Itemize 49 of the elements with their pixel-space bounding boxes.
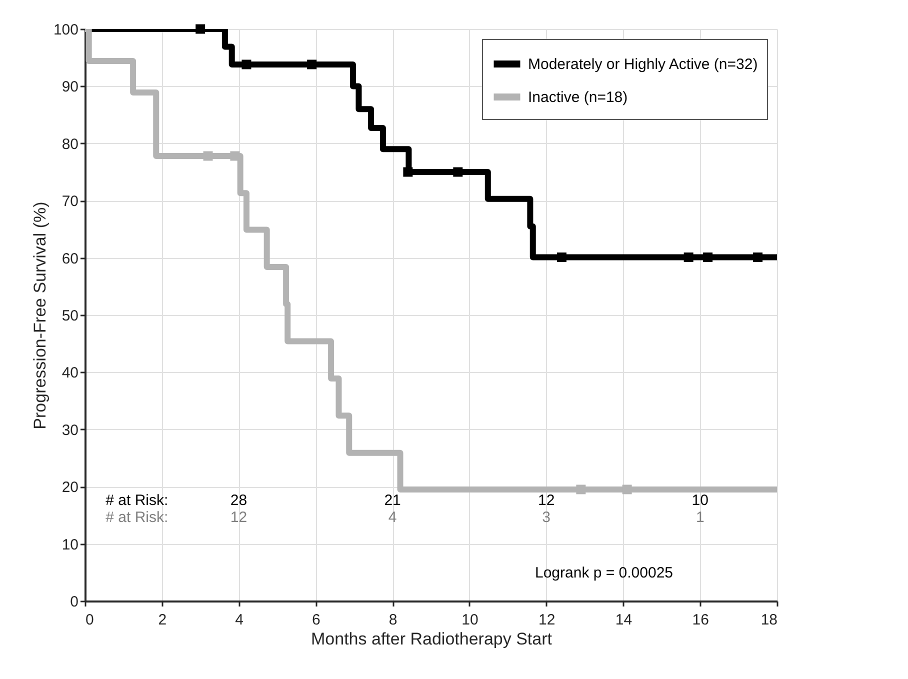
y-tick-label: 90: [62, 78, 78, 96]
x-tick-label: 4: [235, 612, 244, 628]
x-axis-title: Months after Radiotherapy Start: [311, 630, 552, 648]
annotation: 12: [538, 492, 555, 509]
legend-label: Moderately or Highly Active (n=32): [528, 56, 758, 73]
point: [576, 484, 586, 494]
annotation: 10: [692, 492, 708, 509]
x-tick-label: 6: [312, 612, 320, 628]
x-tick-label: 10: [462, 612, 478, 628]
point: [556, 252, 566, 262]
x-tick-label: 0: [86, 612, 94, 628]
annotation: 12: [230, 508, 248, 526]
y-tick-label: 60: [62, 250, 78, 268]
annotation: 1: [696, 508, 704, 526]
x-tick-label: 14: [615, 612, 632, 628]
y-axis-title: Progression-Free Survival (%): [30, 202, 50, 430]
y-tick-label: 70: [62, 193, 78, 210]
y-tick-label: 80: [62, 136, 78, 153]
legend-label: Inactive (n=18): [528, 89, 628, 106]
y-tick-label: 20: [62, 479, 78, 496]
point: [203, 151, 213, 161]
annotation: 4: [388, 508, 397, 526]
y-tick-label: 50: [62, 308, 78, 324]
point: [230, 151, 240, 161]
point: [242, 60, 252, 70]
annotation: 28: [230, 492, 248, 509]
point: [453, 167, 463, 177]
x-tick-label: 8: [388, 612, 398, 628]
annotation: 21: [384, 492, 401, 509]
point: [703, 252, 713, 262]
point: [753, 252, 763, 262]
point: [196, 24, 206, 34]
x-tick-label: 18: [760, 612, 778, 628]
annotation: 3: [542, 508, 551, 526]
y-tick-label: 40: [62, 364, 78, 382]
annotation: # at Risk:: [106, 508, 168, 526]
x-tick-label: 16: [692, 612, 709, 628]
x-tick-label: 12: [538, 612, 556, 628]
point: [622, 484, 632, 494]
x-tick-label: 2: [158, 612, 167, 628]
point: [684, 252, 694, 262]
y-tick-label: 100: [53, 22, 78, 38]
y-tick-label: 0: [70, 594, 78, 610]
y-tick-label: 30: [62, 422, 78, 439]
annotation: # at Risk:: [106, 492, 168, 509]
y-tick-label: 10: [62, 536, 78, 554]
point: [307, 60, 317, 70]
point: [403, 167, 413, 177]
annotation: Logrank p = 0.00025: [534, 564, 674, 582]
